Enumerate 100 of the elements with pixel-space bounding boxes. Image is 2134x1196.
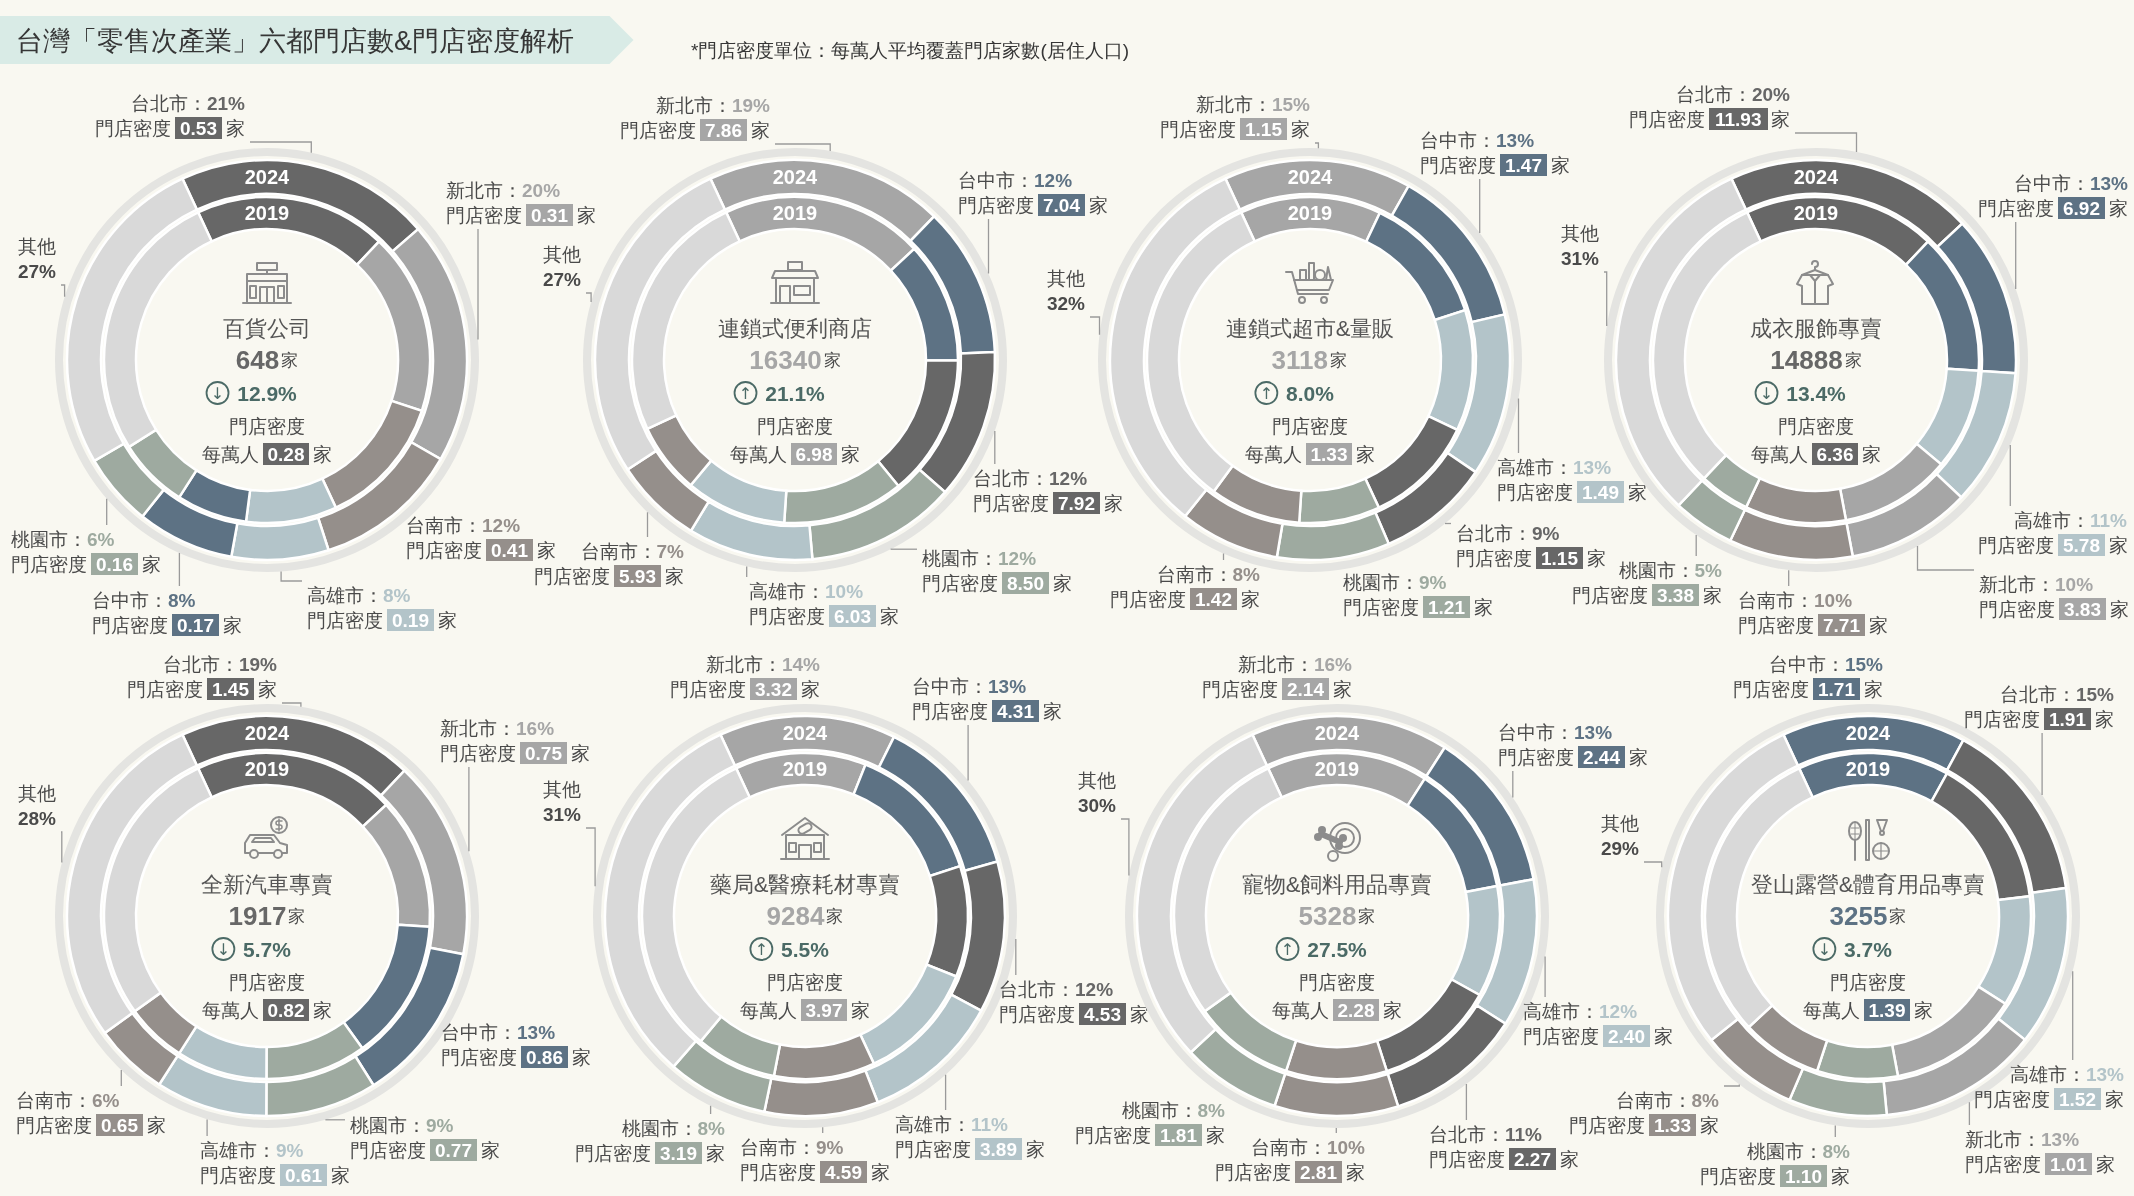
text: 門店密度 xyxy=(767,971,843,993)
data-label: ：16% xyxy=(1294,653,1353,675)
slice-label: 桃園市 xyxy=(1746,1140,1804,1162)
slice-label: 台中市 xyxy=(2013,172,2071,194)
text: 14888家 xyxy=(1770,345,1862,375)
text: 門店密度 5.93 家 xyxy=(534,565,684,587)
text: 1917家 xyxy=(228,901,306,931)
text: 門店密度 xyxy=(1299,971,1375,993)
slice-label: 高雄市 xyxy=(2009,1063,2067,1085)
slice-label: 台中市 xyxy=(1498,721,1555,743)
slice-label: 新北市 xyxy=(1237,653,1295,675)
data-label: ：20% xyxy=(503,179,561,201)
text: 成衣服飾專賣 xyxy=(1750,315,1882,341)
text: ↑ 5.5% xyxy=(754,937,830,961)
data-label: ：19% xyxy=(219,653,278,675)
data-label: ：12% xyxy=(463,514,521,536)
data-label: ：12% xyxy=(1056,978,1114,1000)
text: 門店密度 0.65 家 xyxy=(16,1114,166,1136)
data-label: ：15% xyxy=(1825,653,1884,675)
slice-label: 2019 xyxy=(1793,202,1839,224)
slice-label: 桃園市 xyxy=(1121,1099,1179,1121)
data-label: ：6% xyxy=(68,528,115,550)
text: ↑ 8.0% xyxy=(1259,381,1335,405)
slice-label: 2019 xyxy=(1287,202,1333,224)
text: 每萬人 2.28 家 xyxy=(1271,999,1403,1021)
slice-label: 新北市 xyxy=(446,179,503,201)
data-label: ：10% xyxy=(2036,573,2094,595)
slice-label: 新北市 xyxy=(655,94,713,116)
text: 門店密度 xyxy=(1830,971,1906,993)
text: 門店密度 2.81 家 xyxy=(1215,1161,1365,1183)
slice-label: 台北市 xyxy=(1999,683,2057,705)
text: 每萬人 6.98 家 xyxy=(729,443,861,465)
slice-label: 台南市 xyxy=(16,1089,73,1111)
data-label: ：8% xyxy=(1803,1140,1851,1162)
slice-label: 台北市 xyxy=(1429,1123,1486,1145)
slice-label: 其他 xyxy=(1047,267,1085,289)
text: 門店密度 1.10 家 xyxy=(1700,1165,1850,1187)
legend-label: 2024 xyxy=(244,166,291,188)
slice-label: 台中市 xyxy=(958,169,1015,191)
text: 門店密度 1.52 家 xyxy=(1974,1088,2124,1110)
slice-label: 台南市 xyxy=(1738,589,1795,611)
text: 每萬人 0.82 家 xyxy=(201,999,333,1021)
slice-label: 新北市 xyxy=(440,717,497,739)
data-label: ：11% xyxy=(1486,1123,1543,1145)
text: 648家 xyxy=(235,345,299,375)
data-label: ：8% xyxy=(1213,563,1261,585)
text: 門店密度 xyxy=(757,415,833,437)
slice-label: 2019 xyxy=(782,758,828,780)
text: 門店密度 2.40 家 xyxy=(1523,1025,1673,1047)
data-label: ：13% xyxy=(1554,456,1612,478)
text: 9284家 xyxy=(766,901,844,931)
slice-label: 台南市 xyxy=(740,1136,797,1158)
text: 3118家 xyxy=(1271,345,1347,375)
slice-label: 台中市 xyxy=(1768,653,1826,675)
text: 門店密度 0.75 家 xyxy=(440,742,590,764)
text: 門店密度 7.04 家 xyxy=(958,194,1108,216)
slice-label: 2024 xyxy=(1314,722,1361,744)
text: 3255家 xyxy=(1829,901,1907,931)
data-label: ：10% xyxy=(806,580,864,602)
text: 門店密度 7.92 家 xyxy=(973,492,1123,514)
data-label: ：13% xyxy=(1555,721,1613,743)
slice-label: 2019 xyxy=(1845,758,1891,780)
text: ↓ 3.7% xyxy=(1817,937,1893,961)
text: 門店密度 7.86 家 xyxy=(620,119,770,141)
data-label: 31% xyxy=(1560,247,1600,269)
text: 台灣「零售次產業」六都門店數&門店密度解析 xyxy=(16,26,575,56)
text: ↓ 13.4% xyxy=(1759,381,1847,405)
text: 每萬人 1.33 家 xyxy=(1244,443,1376,465)
slice-label: 其他 xyxy=(543,778,581,800)
data-label: ：8% xyxy=(364,584,411,606)
text: 每萬人 0.28 家 xyxy=(201,443,333,465)
slice-label: 新北市 xyxy=(705,653,763,675)
data-label: ：13% xyxy=(2022,1128,2080,1150)
slice-label: 其他 xyxy=(1561,222,1599,244)
data-label: ：12% xyxy=(1030,467,1088,489)
slice-label: 其他 xyxy=(18,235,56,257)
text: 門店密度 4.59 家 xyxy=(740,1161,890,1183)
text: 門店密度 11.93 家 xyxy=(1629,108,1790,130)
slice-label: 台南市 xyxy=(580,540,638,562)
text: 門店密度 1.15 家 xyxy=(1160,118,1310,140)
data-label: ：9% xyxy=(797,1136,844,1158)
text: 門店密度 3.83 家 xyxy=(1979,598,2129,620)
slice-label: 台中市 xyxy=(912,675,969,697)
slice-label: 高雄市 xyxy=(2013,509,2071,531)
slice-label: 台南市 xyxy=(1615,1089,1673,1111)
data-label: ：14% xyxy=(762,653,821,675)
text: 連鎖式便利商店 xyxy=(718,315,872,341)
data-label: ：16% xyxy=(497,717,555,739)
text: 門店密度 0.86 家 xyxy=(441,1046,591,1068)
text: 門店密度 1.21 家 xyxy=(1343,596,1493,618)
text: 門店密度 5.78 家 xyxy=(1978,534,2128,556)
slice-label: 其他 xyxy=(1601,812,1639,834)
data-label: ：15% xyxy=(2056,683,2115,705)
text: 門店密度 4.53 家 xyxy=(999,1003,1149,1025)
data-label: ：6% xyxy=(73,1089,120,1111)
data-label: ：20% xyxy=(1732,83,1791,105)
text: 每萬人 1.39 家 xyxy=(1802,999,1934,1021)
slice-label: 桃園市 xyxy=(1343,571,1400,593)
slice-label: 台北市 xyxy=(130,92,188,114)
text: 門店密度 2.27 家 xyxy=(1429,1148,1579,1170)
